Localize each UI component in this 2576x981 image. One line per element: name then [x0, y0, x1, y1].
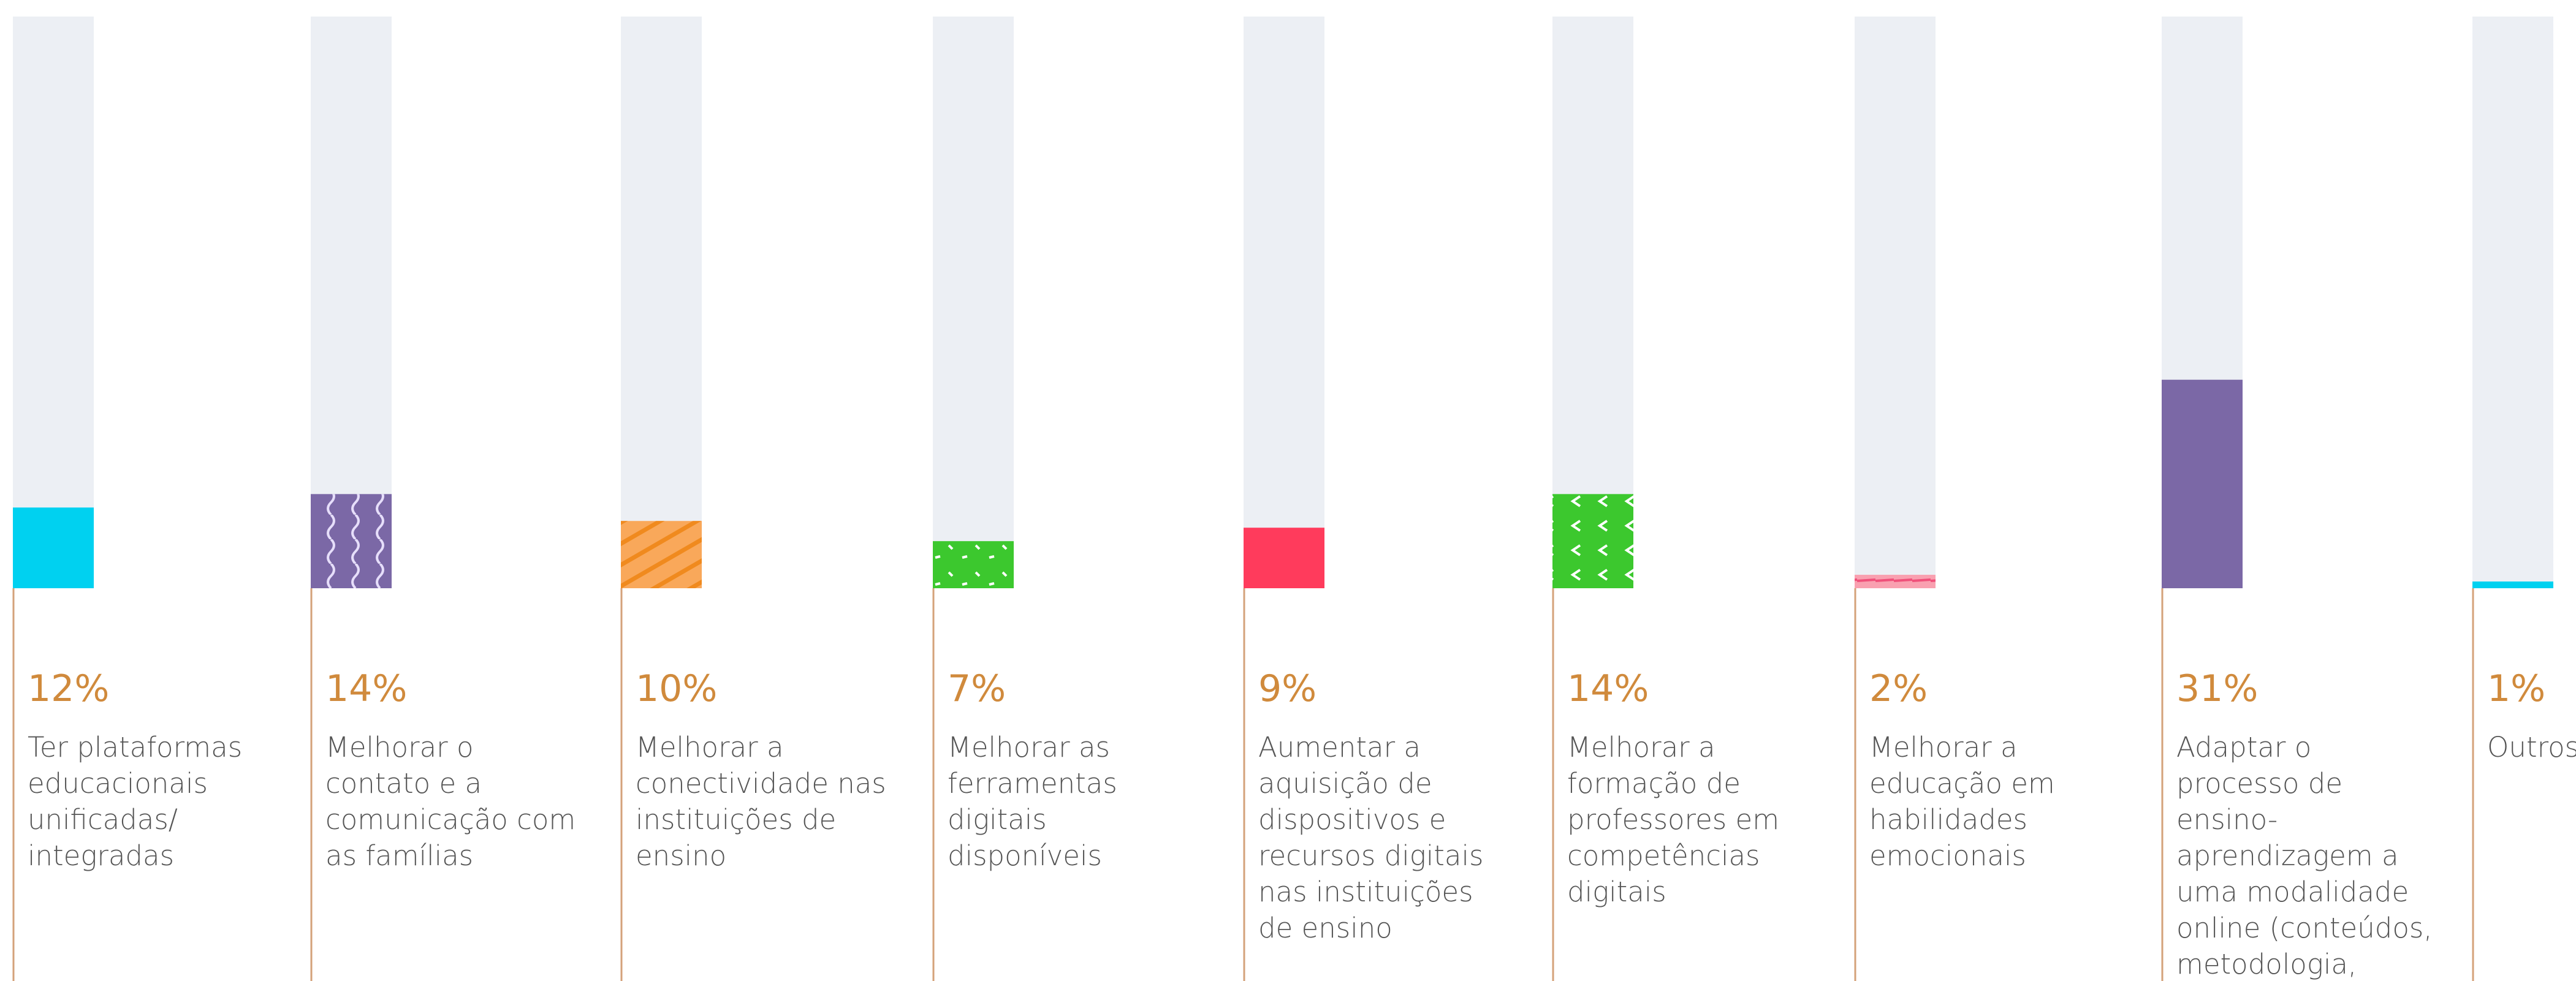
bar-track — [1855, 17, 1936, 588]
category-label: Melhorar a formação de professores em co… — [1567, 731, 1780, 908]
bar-pattern — [621, 521, 702, 588]
category-label: Outros — [2487, 731, 2576, 763]
category-label: Aumentar a aquisição de dispositivos e r… — [1258, 731, 1484, 944]
value-label: 10% — [636, 667, 718, 710]
value-label: 9% — [1258, 667, 1317, 710]
category-label: Melhorar o contato e a comunicação com a… — [325, 731, 576, 872]
value-label: 14% — [1567, 667, 1649, 710]
value-label: 2% — [1869, 667, 1928, 710]
value-label: 14% — [325, 667, 408, 710]
bar-pattern — [933, 541, 1014, 588]
value-label: 7% — [948, 667, 1006, 710]
bar-pattern — [13, 507, 94, 588]
bar-track — [13, 17, 94, 588]
bar-track — [1552, 17, 1633, 588]
category-label: Ter plataformas educacionais unificadas/… — [28, 731, 243, 872]
bar-track — [1244, 17, 1324, 588]
value-label: 1% — [2487, 667, 2546, 710]
bar-track — [2472, 17, 2553, 588]
bar-pattern — [2472, 581, 2553, 588]
category-label: Adaptar o processo de ensino-aprendizage… — [2176, 731, 2433, 980]
bar-track — [933, 17, 1014, 588]
value-label: 31% — [2176, 667, 2259, 710]
bar-pattern — [1552, 494, 1633, 588]
bar-track — [311, 17, 392, 588]
bar-track — [621, 17, 702, 588]
bar-pattern — [1855, 575, 1936, 588]
bar-pattern — [1244, 528, 1324, 588]
bar-pattern — [311, 494, 392, 588]
value-label: 12% — [28, 667, 110, 710]
bar-pattern — [2162, 379, 2243, 588]
category-label: Melhorar a educação em habilidades emoci… — [1869, 731, 2055, 872]
category-label: Melhorar a conectividade nas instituiçõe… — [636, 731, 886, 872]
category-label: Melhorar as ferramentas digitais disponí… — [948, 731, 1117, 872]
